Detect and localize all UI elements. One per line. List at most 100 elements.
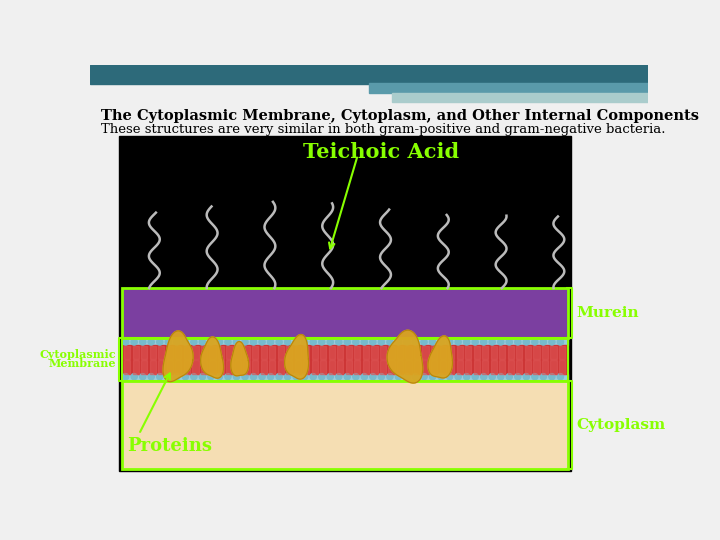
Bar — [456, 361, 463, 374]
Bar — [252, 361, 258, 374]
Circle shape — [472, 339, 478, 345]
Bar — [269, 361, 275, 374]
Circle shape — [208, 374, 214, 380]
Bar — [388, 346, 395, 359]
Bar — [150, 361, 156, 374]
Bar — [175, 361, 181, 374]
Circle shape — [157, 339, 163, 345]
Bar — [456, 346, 463, 359]
Circle shape — [446, 374, 453, 380]
Bar — [210, 346, 215, 359]
Circle shape — [216, 339, 222, 345]
Bar — [490, 361, 497, 374]
Bar — [508, 361, 514, 374]
Bar — [122, 381, 568, 469]
Circle shape — [140, 374, 145, 380]
Bar — [158, 346, 164, 359]
Circle shape — [199, 374, 205, 380]
Bar — [141, 361, 148, 374]
Text: The Cytoplasmic Membrane, Cytoplasm, and Other Internal Components: The Cytoplasmic Membrane, Cytoplasm, and… — [101, 110, 699, 124]
Circle shape — [310, 374, 316, 380]
Circle shape — [284, 374, 291, 380]
Circle shape — [336, 339, 342, 345]
Circle shape — [293, 339, 300, 345]
Bar — [122, 338, 568, 345]
Circle shape — [208, 339, 214, 345]
Bar — [124, 361, 130, 374]
Circle shape — [131, 339, 138, 345]
Bar — [132, 361, 139, 374]
Bar — [320, 346, 326, 359]
Circle shape — [131, 374, 138, 380]
Bar — [261, 361, 266, 374]
Circle shape — [540, 374, 546, 380]
Bar — [158, 361, 164, 374]
Circle shape — [387, 339, 393, 345]
Bar — [392, 92, 648, 102]
Circle shape — [319, 374, 325, 380]
Circle shape — [395, 374, 402, 380]
Circle shape — [233, 374, 240, 380]
Bar — [184, 361, 190, 374]
Bar — [372, 361, 377, 374]
Bar — [235, 361, 241, 374]
Bar — [465, 361, 472, 374]
Polygon shape — [284, 335, 309, 379]
Bar — [499, 346, 505, 359]
Bar — [120, 136, 570, 471]
Bar — [482, 346, 488, 359]
Bar — [192, 346, 199, 359]
Bar — [534, 361, 539, 374]
Bar — [303, 361, 310, 374]
Circle shape — [413, 374, 418, 380]
Bar — [448, 346, 454, 359]
Circle shape — [506, 374, 513, 380]
Circle shape — [157, 374, 163, 380]
Bar — [499, 361, 505, 374]
Text: Teichoic Acid: Teichoic Acid — [303, 142, 459, 162]
Bar — [346, 346, 352, 359]
Bar — [218, 346, 224, 359]
Circle shape — [267, 339, 274, 345]
Bar — [122, 381, 568, 469]
Bar — [474, 361, 480, 374]
Circle shape — [421, 374, 427, 380]
Polygon shape — [201, 337, 223, 378]
Bar — [372, 346, 377, 359]
Circle shape — [549, 339, 555, 345]
Bar — [414, 346, 420, 359]
Circle shape — [242, 374, 248, 380]
Circle shape — [276, 374, 282, 380]
Bar — [550, 346, 557, 359]
Polygon shape — [231, 341, 248, 376]
Circle shape — [165, 339, 171, 345]
Bar — [132, 346, 139, 359]
Circle shape — [259, 374, 265, 380]
Bar — [397, 361, 403, 374]
Circle shape — [174, 339, 180, 345]
Circle shape — [182, 374, 189, 380]
Circle shape — [225, 339, 231, 345]
Bar — [414, 361, 420, 374]
Bar — [226, 361, 233, 374]
Bar — [122, 374, 568, 381]
Bar — [243, 361, 250, 374]
Bar — [192, 361, 199, 374]
Circle shape — [515, 374, 521, 380]
Bar — [122, 338, 568, 381]
Circle shape — [549, 374, 555, 380]
Circle shape — [284, 339, 291, 345]
Circle shape — [438, 339, 444, 345]
Circle shape — [404, 339, 410, 345]
Circle shape — [464, 374, 469, 380]
Bar — [550, 361, 557, 374]
Bar — [218, 361, 224, 374]
Bar — [380, 361, 386, 374]
Polygon shape — [387, 330, 423, 383]
Circle shape — [336, 374, 342, 380]
Bar — [423, 346, 428, 359]
Circle shape — [455, 339, 462, 345]
Circle shape — [464, 339, 469, 345]
Text: Cytoplasm: Cytoplasm — [577, 418, 666, 432]
Circle shape — [293, 374, 300, 380]
